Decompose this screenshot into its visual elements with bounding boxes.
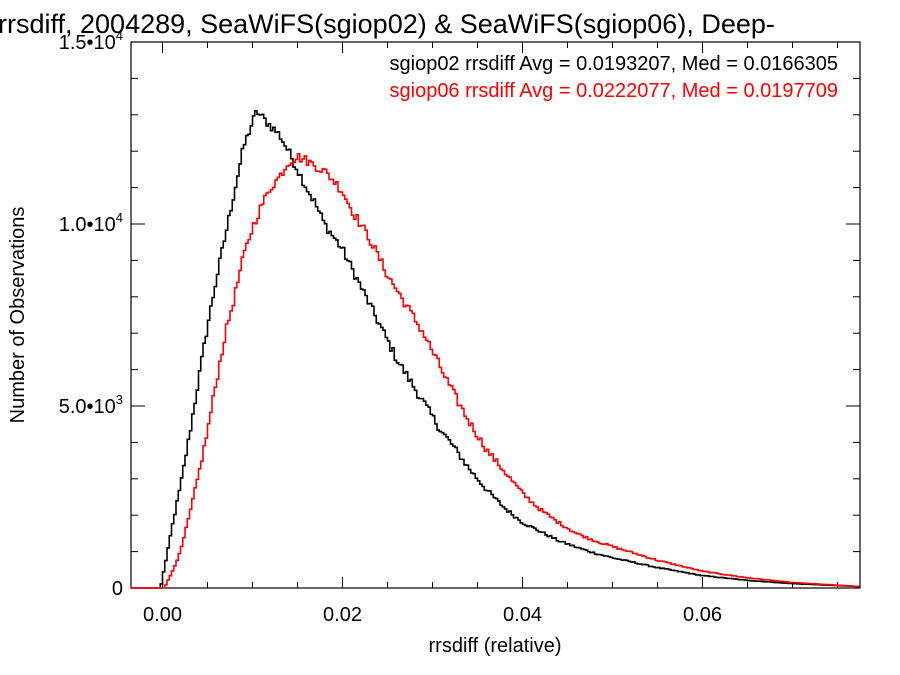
data-series [131,110,860,589]
y-axis-label: Number of Observations [7,207,29,424]
y-tick-mantissa: 5.0•10 [59,396,116,418]
x-axis-label: rrsdiff (relative) [429,635,562,657]
x-tick-label: 0.06 [683,604,722,626]
series-line-sgiop06 [131,153,860,589]
x-tick-label: 0.02 [323,604,362,626]
y-tick-exponent: 3 [116,392,123,407]
x-tick-label: 0.04 [503,604,542,626]
y-tick-label: 5.0•103 [59,392,123,418]
x-axis-ticks: 0.00 0.02 0.04 0.06 [143,42,838,626]
series-line-sgiop02 [131,110,860,589]
y-tick-exponent: 4 [116,28,123,43]
legend-entry-sgiop02: sgiop02 rrsdiff Avg = 0.0193207, Med = 0… [390,53,839,75]
y-tick-mantissa: 1.5•10 [59,32,116,54]
y-tick-label: 0 [112,578,123,600]
y-tick-mantissa: 0 [112,578,123,600]
legend-entry-sgiop06: sgiop06 rrsdiff Avg = 0.0222077, Med = 0… [390,80,839,102]
chart-title: rrsdiff, 2004289, SeaWiFS(sgiop02) & Sea… [0,9,775,39]
y-tick-exponent: 4 [116,210,123,225]
y-tick-mantissa: 1.0•10 [59,214,116,236]
plot-frame [130,41,861,589]
y-tick-label: 1.0•104 [59,210,123,236]
x-tick-label: 0.00 [143,604,182,626]
y-tick-label: 1.5•104 [59,28,123,54]
